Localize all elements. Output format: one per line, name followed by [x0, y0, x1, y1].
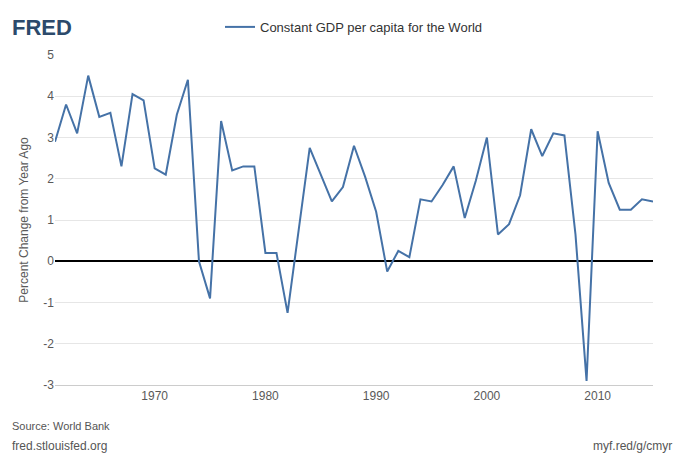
svg-text:Percent Change from Year Ago: Percent Change from Year Ago	[17, 137, 31, 303]
svg-text:2: 2	[47, 172, 54, 186]
svg-text:myf.red/g/cmyr: myf.red/g/cmyr	[593, 439, 672, 453]
svg-text:Source: World Bank: Source: World Bank	[12, 420, 110, 432]
svg-text:Constant GDP per capita for th: Constant GDP per capita for the World	[260, 20, 482, 35]
svg-text:2000: 2000	[474, 389, 501, 403]
svg-text:1980: 1980	[252, 389, 279, 403]
svg-text:fred.stlouisfed.org: fred.stlouisfed.org	[12, 439, 107, 453]
svg-text:3: 3	[47, 131, 54, 145]
svg-text:0: 0	[47, 254, 54, 268]
svg-text:2010: 2010	[584, 389, 611, 403]
svg-text:FRED: FRED	[12, 15, 72, 40]
svg-text:5: 5	[47, 48, 54, 62]
svg-text:-2: -2	[43, 337, 54, 351]
svg-text:1970: 1970	[141, 389, 168, 403]
svg-text:1: 1	[47, 213, 54, 227]
svg-text:-1: -1	[43, 296, 54, 310]
svg-text:1990: 1990	[363, 389, 390, 403]
svg-text:4: 4	[47, 89, 54, 103]
svg-text:-3: -3	[43, 378, 54, 392]
